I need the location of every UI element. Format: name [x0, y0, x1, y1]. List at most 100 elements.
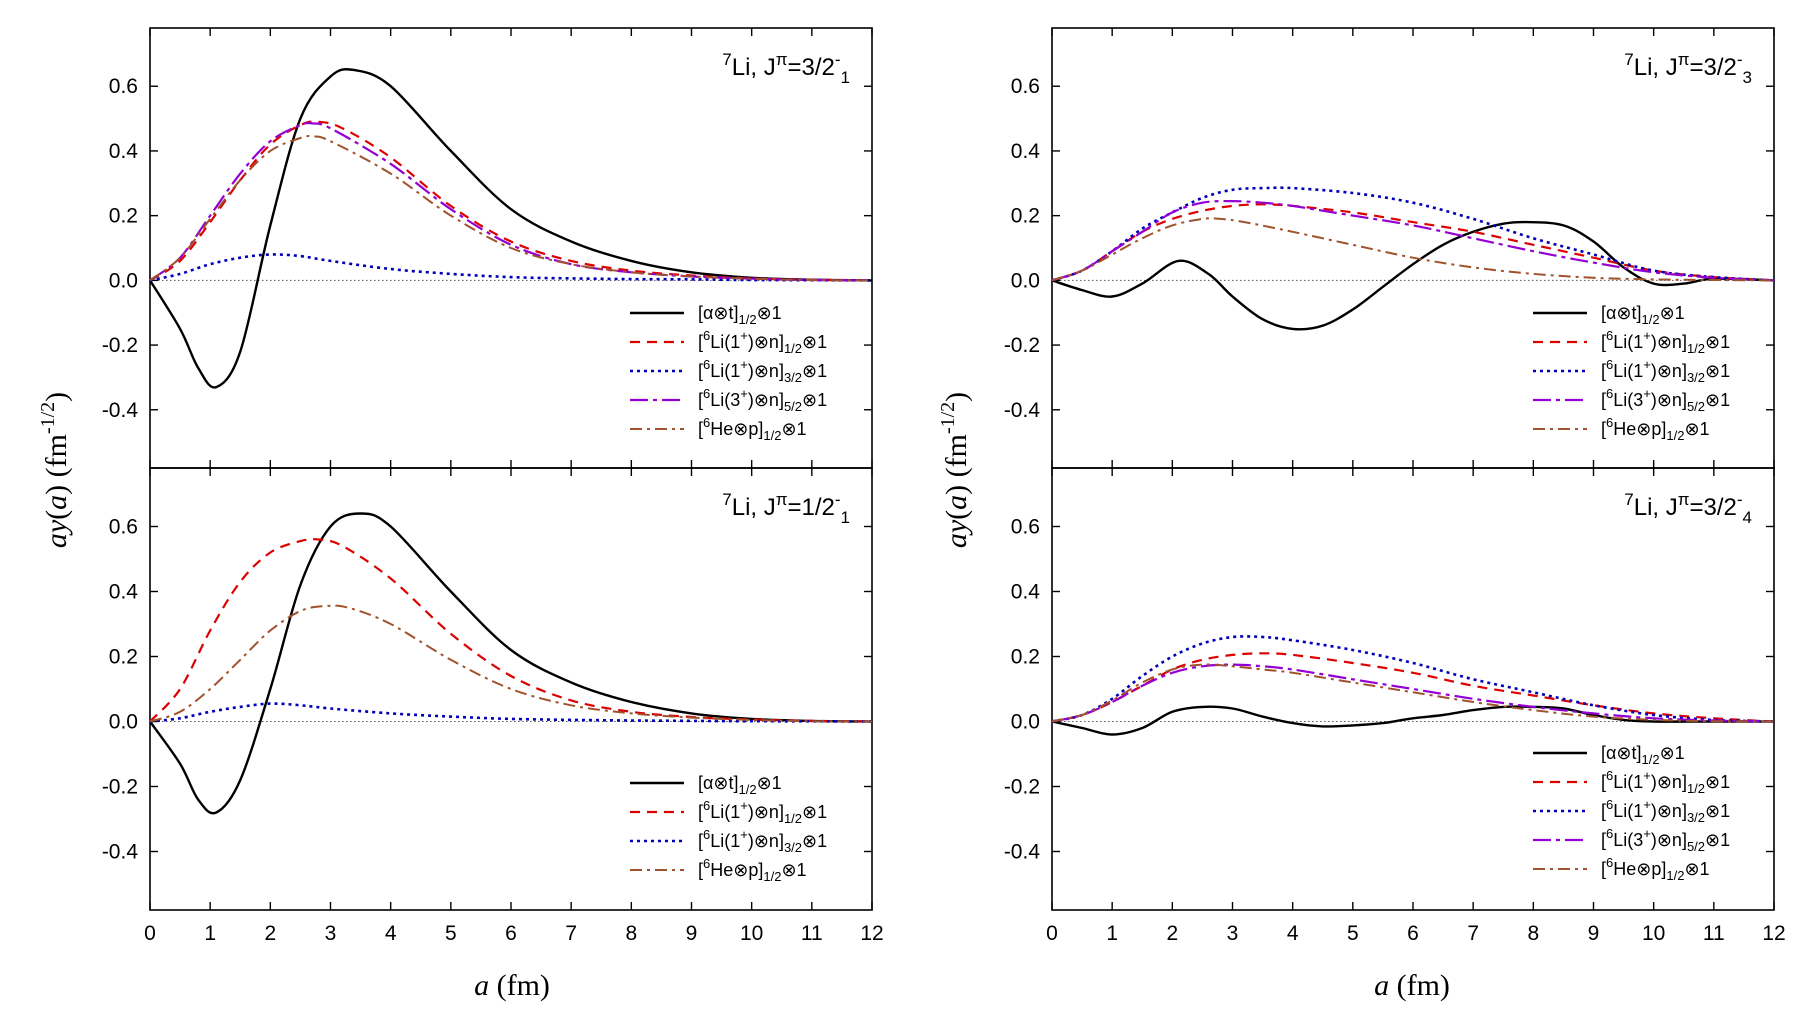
series-line-hep [149, 135, 873, 282]
series-line-at [148, 68, 873, 389]
ytick-label: -0.4 [102, 841, 139, 864]
legend-label: [6Li(1+)⊗n]1/2⊗1 [698, 328, 827, 356]
ytick-label: 0.0 [109, 269, 138, 292]
xlabel-right: a (fm) [1374, 969, 1450, 1002]
legend-entry-li1n12: [6Li(1+)⊗n]1/2⊗1 [630, 328, 827, 356]
legend-label: [α⊗t]1/2⊗1 [1601, 743, 1685, 767]
ytick-label: 0.6 [109, 516, 138, 539]
series-line-hep [1051, 217, 1775, 282]
panel-top-right: 0.6 0.4 0.2 0.0 -0.2 -0.4 7Li, Jπ=3/2-3 [α⊗t]1/… [1004, 27, 1775, 469]
legend-label: [6Li(3+)⊗n]5/2⊗1 [698, 386, 827, 414]
legend-entry-li1n32: [6Li(1+)⊗n]3/2⊗1 [1533, 357, 1730, 385]
legend-entry-li1n32: [6Li(1+)⊗n]3/2⊗1 [630, 357, 827, 385]
panel-bottom-left: 0.60.40.20.0-0.2-0.40 1 2 3 4 5 6 7 8 9 10 11 127Li,… [102, 467, 884, 945]
ylabel-left: ay(a) (fm-1/2) [37, 392, 73, 548]
legend-label: [6Li(1+)⊗n]3/2⊗1 [1601, 357, 1730, 385]
legend-entry-at: [α⊗t]1/2⊗1 [1533, 743, 1685, 767]
ylabel-right: ay(a) (fm-1/2) [937, 392, 973, 548]
xtick-label: 12 [860, 922, 883, 945]
series-line-li1n12 [149, 538, 873, 723]
xtick-label: 11 [801, 922, 823, 945]
legend-label: [6Li(3+)⊗n]5/2⊗1 [1601, 826, 1730, 854]
legend-label: [6Li(1+)⊗n]1/2⊗1 [1601, 328, 1730, 356]
legend-label: [6Li(1+)⊗n]3/2⊗1 [698, 827, 827, 855]
ytick-label: 0.6 [1011, 516, 1040, 539]
xtick-label: 10 [740, 922, 763, 945]
legend-entry-li1n12: [6Li(1+)⊗n]1/2⊗1 [1533, 768, 1730, 796]
ytick-label: 0.6 [1011, 75, 1040, 98]
legend-entry-hep: [6He⊗p]1/2⊗1 [1533, 855, 1710, 883]
legend-label: [6He⊗p]1/2⊗1 [1601, 855, 1710, 883]
panel-title: 7Li, Jπ=1/2-1 [722, 490, 850, 527]
legend-entry-li1n12: [6Li(1+)⊗n]1/2⊗1 [1533, 328, 1730, 356]
xtick-label: 0 [1046, 922, 1058, 945]
xtick-label: 1 [1106, 922, 1118, 945]
panel-title: 7Li, Jπ=3/2-3 [1624, 50, 1752, 87]
ytick-label: 0.2 [109, 205, 138, 228]
series-line-li1n12 [149, 120, 873, 282]
panel-title: 7Li, Jπ=3/2-4 [1624, 490, 1752, 527]
xtick-label: 4 [1287, 922, 1299, 945]
xtick-label: 2 [264, 922, 276, 945]
series-line-hep [149, 604, 873, 723]
legend-label: [6He⊗p]1/2⊗1 [698, 415, 807, 443]
legend-entry-at: [α⊗t]1/2⊗1 [1533, 303, 1685, 327]
ytick-label: 0.0 [1011, 269, 1040, 292]
legend-label: [6Li(1+)⊗n]3/2⊗1 [1601, 797, 1730, 825]
xtick-label: 4 [385, 922, 397, 945]
legend-entry-li1n32: [6Li(1+)⊗n]3/2⊗1 [630, 827, 827, 855]
ytick-label: 0.2 [1011, 205, 1040, 228]
panel-title: 7Li, Jπ=3/2-1 [722, 50, 850, 87]
series-line-li1n32 [149, 702, 873, 723]
xtick-label: 0 [144, 922, 156, 945]
ytick-label: -0.4 [102, 399, 139, 422]
series-line-li1n32 [1051, 186, 1775, 282]
legend-entry-li3n52: [6Li(3+)⊗n]5/2⊗1 [630, 386, 827, 414]
legend-label: [α⊗t]1/2⊗1 [1601, 303, 1685, 327]
ytick-label: -0.2 [1004, 334, 1040, 357]
legend-label: [6Li(1+)⊗n]1/2⊗1 [698, 798, 827, 826]
panel-bottom-right: 0.60.40.20.0-0.2-0.40 1 2 3 4 5 6 7 8 9 10 11 127Li,… [1004, 467, 1786, 945]
series-line-at [149, 512, 873, 815]
series-line-li3n52 [149, 121, 873, 282]
legend-entry-li3n52: [6Li(3+)⊗n]5/2⊗1 [1533, 826, 1730, 854]
xtick-label: 3 [1227, 922, 1239, 945]
legend-entry-li1n32: [6Li(1+)⊗n]3/2⊗1 [1533, 797, 1730, 825]
legend-entry-hep: [6He⊗p]1/2⊗1 [630, 856, 807, 884]
legend-label: [α⊗t]1/2⊗1 [698, 773, 782, 797]
xtick-label: 5 [1347, 922, 1359, 945]
series-line-li3n52 [1051, 199, 1775, 282]
xtick-label: 9 [1588, 922, 1600, 945]
legend-label: [6Li(3+)⊗n]5/2⊗1 [1601, 386, 1730, 414]
legend-entry-li3n52: [6Li(3+)⊗n]5/2⊗1 [1533, 386, 1730, 414]
xtick-label: 3 [325, 922, 337, 945]
ytick-label: -0.2 [102, 334, 138, 357]
ytick-label: -0.2 [1004, 776, 1040, 799]
legend-label: [6He⊗p]1/2⊗1 [1601, 415, 1710, 443]
panel-top-left: 0.6 0.4 0.2 0.0 -0.2 -0.4 7Li, Jπ=3/2-1 [α⊗t]1/… [102, 27, 873, 469]
legend-label: [6Li(1+)⊗n]1/2⊗1 [1601, 768, 1730, 796]
ytick-label: 0.4 [109, 581, 139, 604]
xtick-label: 1 [204, 922, 216, 945]
series-line-li3n52 [1051, 663, 1775, 723]
ytick-label: 0.4 [1011, 140, 1041, 163]
legend-entry-at: [α⊗t]1/2⊗1 [630, 773, 782, 797]
xtick-label: 8 [1527, 922, 1539, 945]
ytick-label: 0.4 [1011, 581, 1041, 604]
legend-entry-hep: [6He⊗p]1/2⊗1 [630, 415, 807, 443]
ytick-label: -0.4 [1004, 841, 1041, 864]
xtick-label: 6 [1407, 922, 1419, 945]
series-line-li1n32 [1051, 635, 1775, 723]
legend-entry-li1n12: [6Li(1+)⊗n]1/2⊗1 [630, 798, 827, 826]
series-line-at [1051, 705, 1774, 736]
xtick-label: 9 [686, 922, 698, 945]
xtick-label: 6 [505, 922, 517, 945]
ytick-label: 0.0 [1011, 711, 1040, 734]
series-line-hep [1051, 663, 1775, 723]
legend-label: [6He⊗p]1/2⊗1 [698, 856, 807, 884]
plot-root: 0.6 0.4 0.2 0.0 -0.2 -0.4 7Li, Jπ=3/2-1 [α⊗t]1/… [102, 27, 1786, 945]
xtick-label: 7 [565, 922, 577, 945]
legend-entry-at: [α⊗t]1/2⊗1 [630, 303, 782, 327]
ytick-label: 0.6 [109, 75, 138, 98]
legend-entry-hep: [6He⊗p]1/2⊗1 [1533, 415, 1710, 443]
